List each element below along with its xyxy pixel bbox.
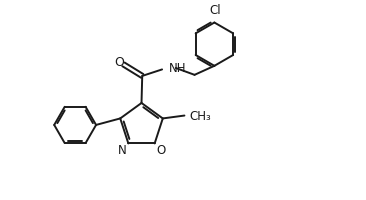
Text: N: N bbox=[117, 144, 126, 157]
Text: Cl: Cl bbox=[209, 4, 221, 17]
Text: NH: NH bbox=[169, 61, 186, 74]
Text: CH₃: CH₃ bbox=[189, 109, 211, 122]
Text: O: O bbox=[114, 56, 124, 69]
Text: O: O bbox=[157, 144, 166, 157]
